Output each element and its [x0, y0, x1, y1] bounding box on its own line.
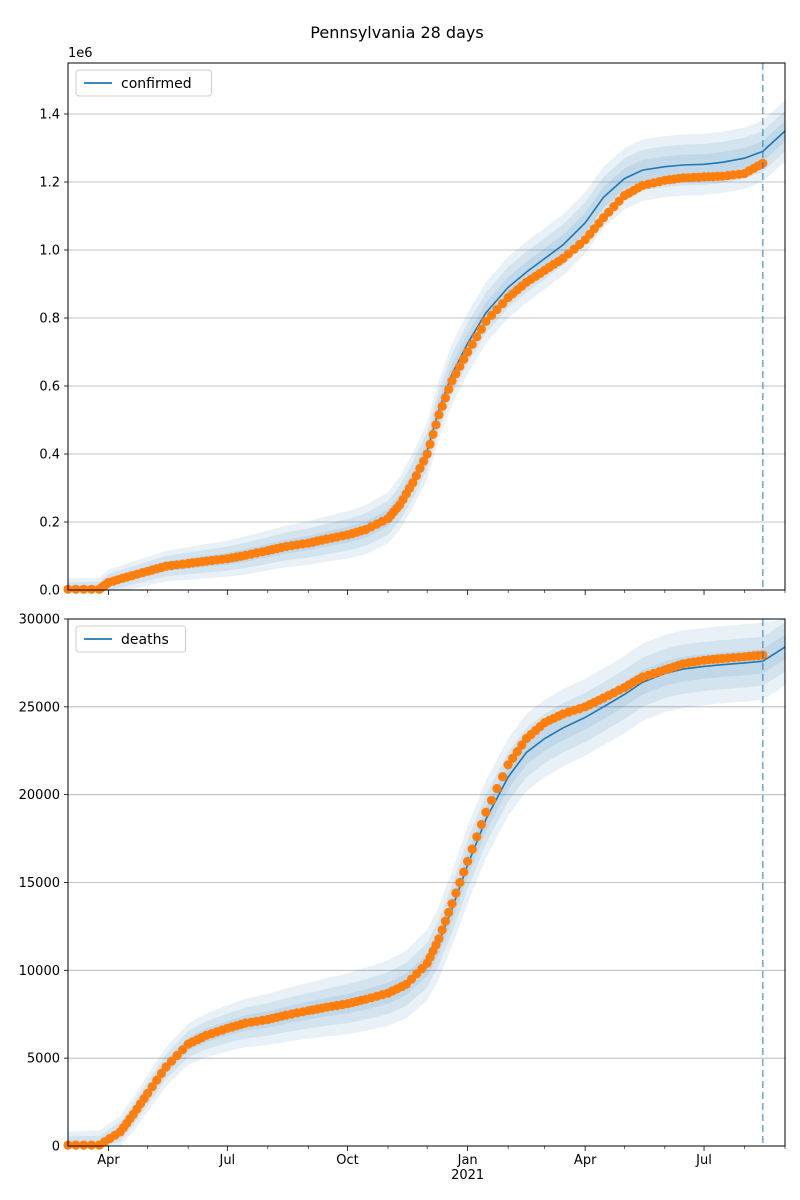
observed-point — [498, 299, 508, 309]
y-tick-label: 15000 — [19, 876, 60, 891]
deaths-panel: 0 5000 10000 15000 20000 25000 30000 Apr Jul Oct J… — [19, 613, 786, 1183]
legend-label: deaths — [121, 632, 169, 648]
x-tick-label: Jul — [695, 1153, 712, 1168]
x-tick-label: Jul — [218, 1153, 235, 1168]
uncertainty-band — [68, 120, 785, 591]
x-tick-label: Apr — [97, 1153, 120, 1168]
observed-point — [71, 1140, 81, 1150]
observed-point — [451, 888, 461, 898]
observed-point — [447, 376, 457, 386]
observed-point — [437, 401, 447, 411]
figure-title: Pennsylvania 28 days — [310, 23, 483, 42]
y-tick-label: 0.8 — [39, 312, 60, 327]
observed-point — [143, 1088, 153, 1098]
observed-point — [408, 478, 418, 488]
observed-point — [71, 584, 81, 594]
uncertainty-band — [68, 622, 785, 1146]
axes-frame — [67, 618, 786, 1147]
observed-point — [512, 747, 522, 757]
observed-point — [166, 1056, 177, 1066]
observed-point — [459, 867, 469, 877]
observed-point — [481, 807, 491, 817]
observed-point — [161, 1062, 171, 1072]
y-tick-label: 1.2 — [39, 176, 60, 191]
uncertainty-band — [68, 619, 785, 1146]
observed-point — [172, 1050, 182, 1061]
observed-point — [455, 877, 465, 888]
y-tick-label: 0 — [52, 1140, 60, 1155]
y-tick-label: 0.4 — [39, 448, 60, 463]
observed-point — [508, 753, 518, 763]
y-tick-label: 25000 — [19, 700, 60, 715]
y-tick-label: 5000 — [27, 1052, 60, 1067]
observed-point — [147, 1082, 157, 1092]
observed-point — [444, 907, 454, 918]
observed-point — [86, 584, 97, 594]
observed-point — [86, 1140, 97, 1150]
y-tick-label: 30000 — [19, 613, 60, 628]
y-tick-label: 0.2 — [39, 516, 60, 531]
axes-frame — [67, 62, 786, 591]
observed-point — [425, 439, 435, 449]
observed-point — [481, 316, 491, 326]
observed-point — [444, 384, 454, 394]
observed-point — [440, 916, 450, 926]
legend-box — [75, 625, 187, 653]
x-tick-label: Jan — [457, 1153, 478, 1168]
observed-point — [79, 1140, 89, 1150]
observed-point — [434, 410, 444, 420]
observed-point — [428, 429, 438, 439]
x-tick-label: Oct — [336, 1153, 358, 1168]
x-tick-label: Apr — [574, 1153, 597, 1168]
observed-point — [486, 795, 497, 806]
y-tick-label: 0.0 — [39, 584, 60, 599]
observed-point — [447, 899, 457, 909]
observed-point — [431, 420, 441, 430]
observed-point — [476, 819, 486, 830]
observed-point — [434, 934, 444, 944]
observed-point — [467, 844, 477, 854]
observed-point — [156, 1068, 166, 1079]
observed-point — [422, 449, 432, 459]
observed-point — [486, 310, 497, 320]
observed-point — [492, 783, 502, 794]
observed-point — [411, 471, 421, 481]
observed-point — [472, 332, 482, 342]
y-tick-label: 0.6 — [39, 380, 60, 395]
observed-point — [419, 456, 429, 466]
observed-point — [415, 463, 425, 473]
observed-point — [79, 584, 89, 594]
legend-label: confirmed — [121, 76, 192, 92]
y-tick-label: 10000 — [19, 964, 60, 979]
observed-point — [463, 347, 473, 357]
uncertainty-band — [68, 100, 785, 591]
y-tick-label: 1.0 — [39, 244, 60, 259]
confirmed-panel: 0.0 0.2 0.4 0.6 0.8 1.0 1.2 1.4 1e6 confirmed — [39, 46, 786, 599]
observed-point — [517, 740, 527, 750]
y-offset-label: 1e6 — [68, 46, 93, 61]
y-tick-label: 1.4 — [39, 108, 60, 123]
observed-point — [498, 772, 508, 782]
observed-point — [503, 760, 513, 770]
observed-point — [455, 361, 465, 371]
observed-point — [459, 354, 469, 364]
observed-point — [178, 1045, 188, 1055]
observed-point — [467, 339, 477, 349]
observed-point — [463, 856, 473, 867]
legend-box — [75, 69, 212, 97]
observed-point — [152, 1075, 162, 1085]
observed-point — [472, 832, 482, 842]
observed-point — [437, 925, 447, 935]
x-year-label: 2021 — [451, 1168, 484, 1183]
y-tick-label: 20000 — [19, 788, 60, 803]
uncertainty-band — [68, 110, 785, 590]
uncertainty-band — [68, 634, 785, 1146]
observed-point — [492, 304, 502, 315]
observed-point — [440, 393, 450, 403]
observed-point — [476, 324, 486, 334]
observed-point — [451, 369, 461, 379]
